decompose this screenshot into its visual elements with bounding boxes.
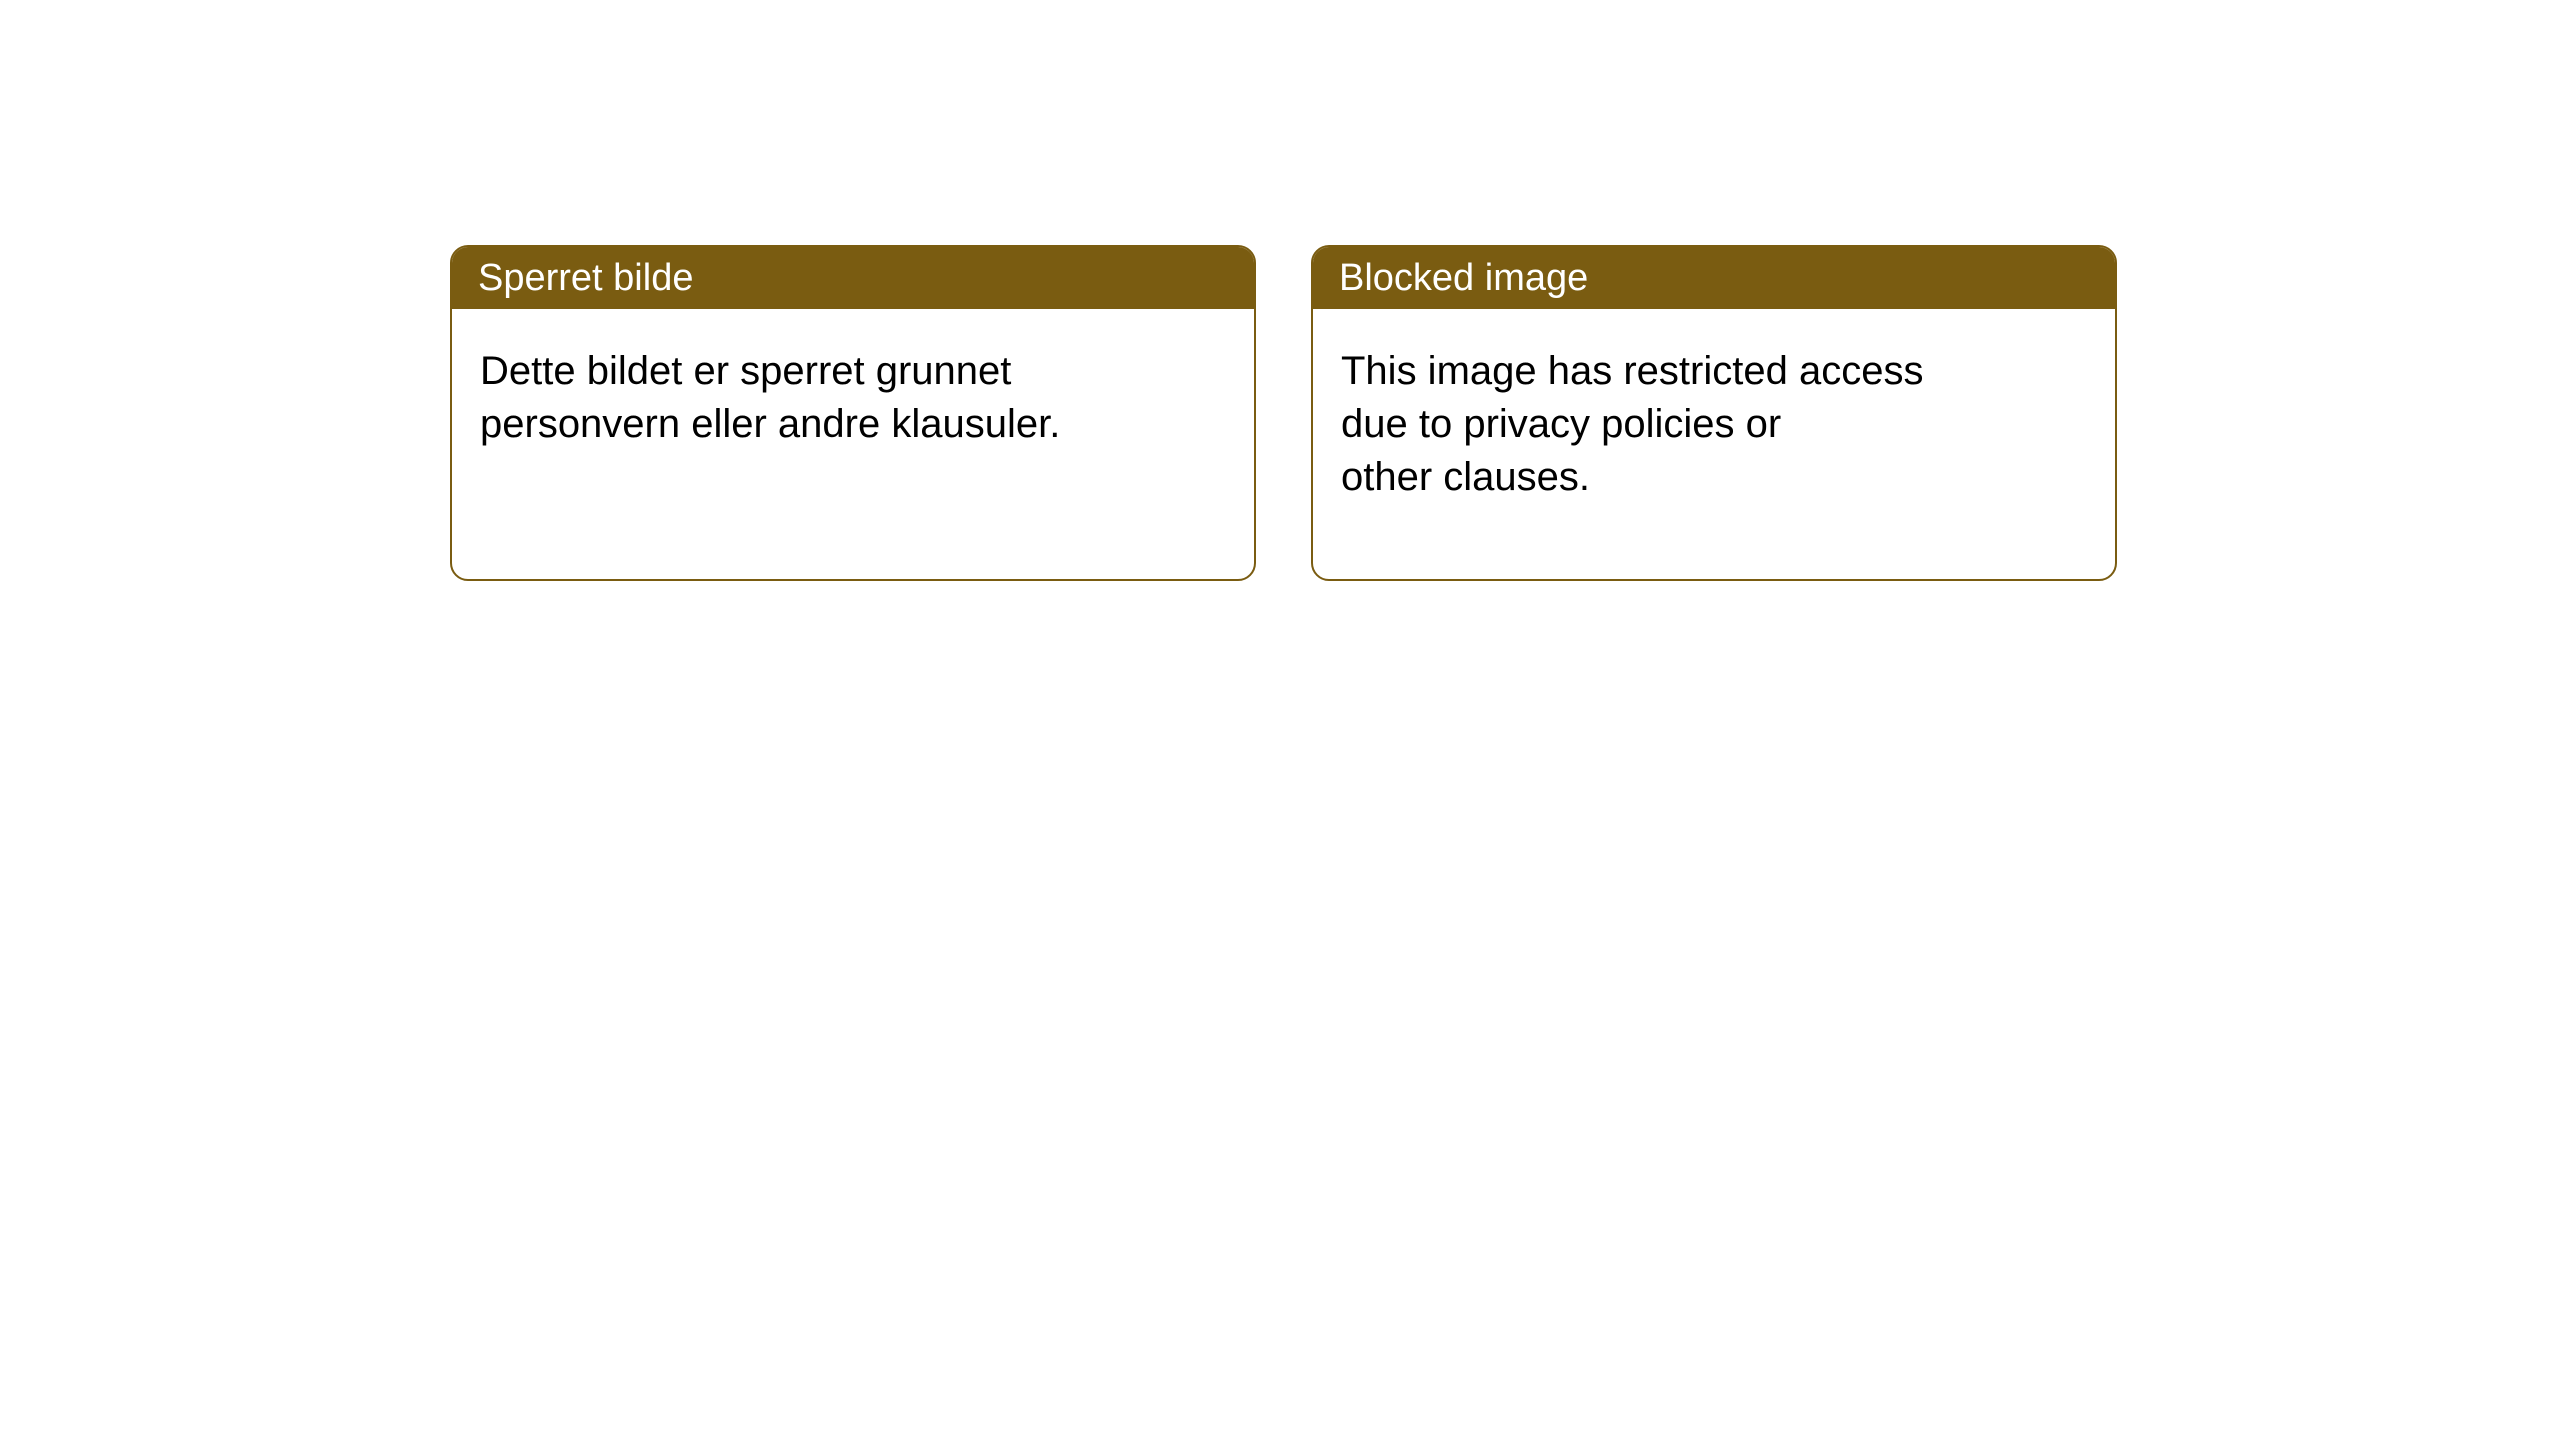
notice-container: Sperret bilde Dette bildet er sperret gr… [450,245,2117,581]
card-body: Dette bildet er sperret grunnet personve… [452,309,1254,487]
card-header: Blocked image [1313,247,2115,309]
card-title: Blocked image [1339,257,1588,300]
notice-card-en: Blocked image This image has restricted … [1311,245,2117,581]
card-body: This image has restricted access due to … [1313,309,2115,539]
card-title: Sperret bilde [478,257,693,300]
notice-card-no: Sperret bilde Dette bildet er sperret gr… [450,245,1256,581]
card-header: Sperret bilde [452,247,1254,309]
